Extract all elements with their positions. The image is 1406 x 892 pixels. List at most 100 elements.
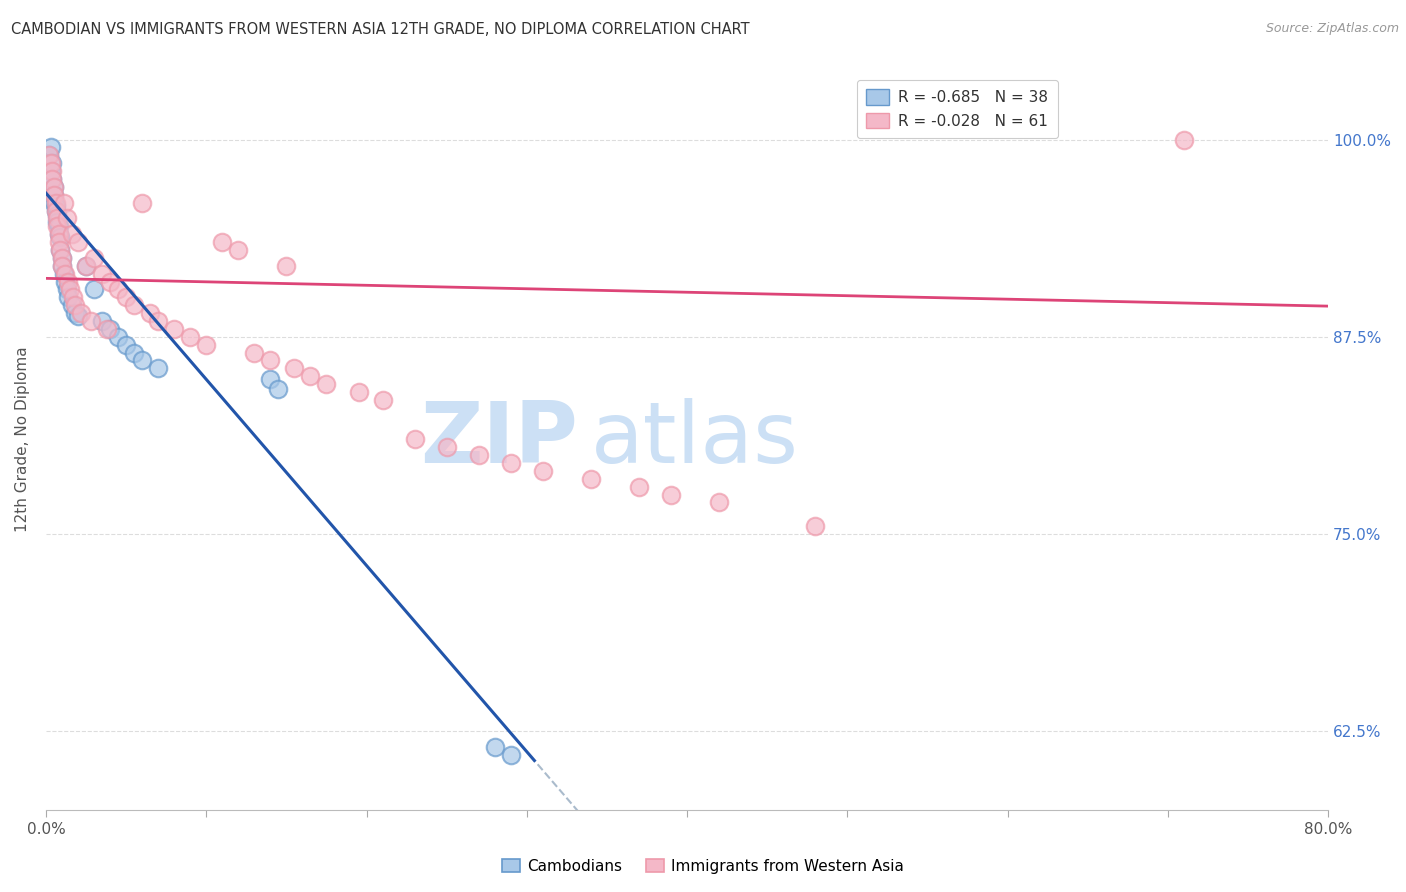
Point xyxy=(42,187,65,202)
Point xyxy=(52,195,75,210)
Point xyxy=(804,519,827,533)
Point xyxy=(51,259,73,273)
Point xyxy=(91,267,114,281)
Point xyxy=(60,298,83,312)
Point xyxy=(707,495,730,509)
Text: CAMBODIAN VS IMMIGRANTS FROM WESTERN ASIA 12TH GRADE, NO DIPLOMA CORRELATION CHA: CAMBODIAN VS IMMIGRANTS FROM WESTERN ASI… xyxy=(11,22,749,37)
Point xyxy=(63,306,86,320)
Point xyxy=(41,164,63,178)
Text: atlas: atlas xyxy=(591,398,799,481)
Text: Source: ZipAtlas.com: Source: ZipAtlas.com xyxy=(1265,22,1399,36)
Point xyxy=(98,322,121,336)
Point xyxy=(243,345,266,359)
Point xyxy=(75,259,97,273)
Point xyxy=(49,243,72,257)
Point xyxy=(63,298,86,312)
Point xyxy=(38,148,60,162)
Point xyxy=(58,275,80,289)
Point xyxy=(315,377,337,392)
Point xyxy=(59,282,82,296)
Point xyxy=(56,211,79,226)
Point xyxy=(39,156,62,170)
Point xyxy=(39,140,62,154)
Point xyxy=(39,164,62,178)
Point xyxy=(41,172,63,186)
Point xyxy=(467,448,489,462)
Point xyxy=(52,267,75,281)
Point xyxy=(226,243,249,257)
Point xyxy=(146,361,169,376)
Point xyxy=(49,230,72,244)
Point xyxy=(66,235,89,249)
Point xyxy=(46,214,69,228)
Point xyxy=(107,330,129,344)
Point xyxy=(436,440,458,454)
Point xyxy=(531,464,554,478)
Point xyxy=(179,330,201,344)
Point xyxy=(41,172,63,186)
Point xyxy=(115,290,138,304)
Point xyxy=(404,432,426,446)
Point xyxy=(499,747,522,762)
Point xyxy=(163,322,186,336)
Point xyxy=(371,392,394,407)
Point xyxy=(83,251,105,265)
Point xyxy=(53,275,76,289)
Point xyxy=(83,282,105,296)
Point xyxy=(283,361,305,376)
Point xyxy=(48,227,70,242)
Point xyxy=(80,314,103,328)
Point xyxy=(259,353,281,368)
Point xyxy=(146,314,169,328)
Point xyxy=(51,251,73,265)
Point xyxy=(66,310,89,324)
Point xyxy=(627,480,650,494)
Point xyxy=(276,259,298,273)
Point xyxy=(579,472,602,486)
Point xyxy=(38,148,60,162)
Point xyxy=(98,275,121,289)
Point xyxy=(131,353,153,368)
Point xyxy=(45,203,67,218)
Point xyxy=(62,290,84,304)
Point xyxy=(45,199,67,213)
Point xyxy=(46,219,69,234)
Legend: R = -0.685   N = 38, R = -0.028   N = 61: R = -0.685 N = 38, R = -0.028 N = 61 xyxy=(858,80,1057,137)
Y-axis label: 12th Grade, No Diploma: 12th Grade, No Diploma xyxy=(15,346,30,533)
Point xyxy=(42,179,65,194)
Point xyxy=(122,345,145,359)
Point xyxy=(195,337,218,351)
Point xyxy=(41,156,63,170)
Point xyxy=(484,739,506,754)
Point xyxy=(96,322,118,336)
Point xyxy=(659,487,682,501)
Point xyxy=(48,235,70,249)
Point xyxy=(115,337,138,351)
Point xyxy=(56,282,79,296)
Point xyxy=(1173,132,1195,146)
Point xyxy=(49,243,72,257)
Point xyxy=(46,208,69,222)
Legend: Cambodians, Immigrants from Western Asia: Cambodians, Immigrants from Western Asia xyxy=(495,853,911,880)
Point xyxy=(122,298,145,312)
Point xyxy=(499,456,522,470)
Point xyxy=(347,384,370,399)
Point xyxy=(45,203,67,218)
Point xyxy=(139,306,162,320)
Point xyxy=(42,187,65,202)
Point xyxy=(267,382,290,396)
Point xyxy=(211,235,233,249)
Point xyxy=(46,211,69,226)
Point xyxy=(60,227,83,242)
Point xyxy=(51,251,73,265)
Text: ZIP: ZIP xyxy=(420,398,578,481)
Point xyxy=(91,314,114,328)
Point xyxy=(75,259,97,273)
Point xyxy=(51,259,73,273)
Point xyxy=(42,195,65,210)
Point xyxy=(53,267,76,281)
Point xyxy=(42,179,65,194)
Point xyxy=(48,227,70,242)
Point xyxy=(70,306,93,320)
Point xyxy=(45,195,67,210)
